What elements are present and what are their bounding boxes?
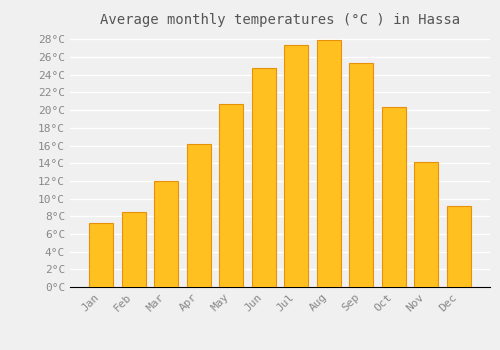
Bar <box>219 104 244 287</box>
Bar <box>186 144 211 287</box>
Bar <box>414 162 438 287</box>
Title: Average monthly temperatures (°C ) in Hassa: Average monthly temperatures (°C ) in Ha… <box>100 13 460 27</box>
Bar <box>316 40 341 287</box>
Bar <box>446 206 471 287</box>
Bar <box>284 45 308 287</box>
Bar <box>89 223 114 287</box>
Bar <box>252 68 276 287</box>
Bar <box>122 212 146 287</box>
Bar <box>154 181 178 287</box>
Bar <box>349 63 374 287</box>
Bar <box>382 107 406 287</box>
